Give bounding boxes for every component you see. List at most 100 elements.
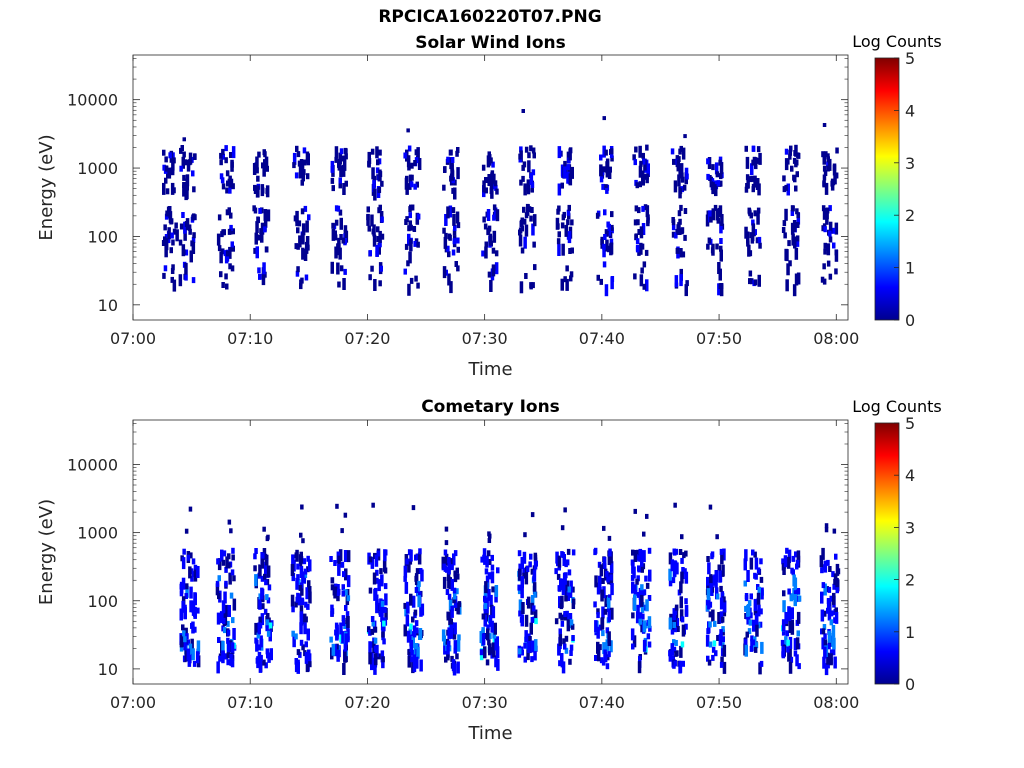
data-cell bbox=[832, 528, 837, 534]
data-cell bbox=[594, 620, 598, 633]
data-cell bbox=[532, 582, 537, 595]
data-cell bbox=[780, 639, 785, 646]
data-cell bbox=[684, 284, 688, 297]
data-cell bbox=[217, 245, 222, 252]
data-cell bbox=[684, 598, 688, 605]
data-cell bbox=[262, 526, 266, 532]
data-cell bbox=[170, 276, 174, 283]
data-cell bbox=[489, 184, 494, 190]
data-cell bbox=[343, 639, 348, 652]
data-cell bbox=[564, 588, 568, 601]
data-cell bbox=[407, 233, 411, 246]
data-cell bbox=[749, 612, 753, 619]
data-cell bbox=[757, 183, 761, 196]
data-cell bbox=[827, 600, 831, 613]
data-cell bbox=[410, 649, 414, 656]
data-cell bbox=[444, 526, 449, 532]
data-cell bbox=[298, 235, 302, 248]
data-cell bbox=[483, 595, 487, 602]
data-cell bbox=[757, 604, 761, 611]
data-cell bbox=[195, 651, 200, 664]
data-cell bbox=[750, 278, 754, 285]
data-cell bbox=[165, 188, 170, 195]
data-cell bbox=[343, 512, 348, 518]
data-cell bbox=[636, 604, 640, 617]
data-cell bbox=[344, 605, 348, 611]
data-cell bbox=[190, 575, 194, 582]
data-cell bbox=[378, 149, 382, 156]
data-cell bbox=[456, 661, 460, 674]
data-cell bbox=[566, 548, 571, 555]
data-cell bbox=[638, 612, 643, 619]
data-cell bbox=[517, 568, 522, 581]
data-cell bbox=[419, 604, 423, 617]
colorbar-tick-label: 0 bbox=[905, 311, 915, 330]
data-cell bbox=[377, 579, 381, 592]
data-cell bbox=[754, 557, 759, 570]
y-tick-label: 100 bbox=[87, 227, 118, 246]
data-cell bbox=[291, 606, 295, 613]
data-cell bbox=[181, 577, 186, 590]
data-cell bbox=[523, 532, 527, 538]
data-cell bbox=[454, 261, 458, 267]
data-cell bbox=[563, 643, 567, 650]
data-cell bbox=[635, 238, 640, 245]
data-cell bbox=[675, 618, 680, 630]
data-cell bbox=[631, 612, 635, 619]
data-cell bbox=[232, 575, 236, 582]
data-cell bbox=[489, 594, 493, 607]
data-cell bbox=[563, 578, 567, 585]
data-cell bbox=[608, 594, 612, 601]
data-cell bbox=[557, 244, 561, 256]
data-cell bbox=[232, 628, 236, 640]
data-cell bbox=[604, 284, 609, 297]
data-cell bbox=[822, 174, 827, 181]
data-cell bbox=[828, 205, 832, 212]
data-cell bbox=[640, 606, 645, 613]
data-cell bbox=[717, 283, 721, 296]
data-cell bbox=[489, 280, 493, 292]
data-cell bbox=[370, 628, 375, 635]
data-cell bbox=[337, 161, 341, 168]
data-cell bbox=[181, 212, 185, 218]
data-cell bbox=[641, 589, 645, 596]
data-cell bbox=[521, 164, 525, 171]
data-cell bbox=[303, 568, 308, 575]
data-cell bbox=[671, 577, 676, 584]
data-cell bbox=[751, 186, 755, 193]
data-cell bbox=[453, 576, 458, 583]
data-cell bbox=[684, 623, 688, 630]
data-cell bbox=[639, 274, 644, 287]
data-cell bbox=[294, 243, 298, 250]
data-cell bbox=[679, 274, 683, 287]
data-cell bbox=[781, 619, 786, 632]
data-cell bbox=[713, 620, 717, 627]
panel-title: Solar Wind Ions bbox=[415, 33, 566, 53]
data-cell bbox=[182, 249, 186, 256]
data-cell bbox=[670, 643, 674, 656]
data-cell bbox=[191, 170, 195, 177]
data-cell bbox=[710, 553, 714, 560]
data-cell bbox=[485, 607, 489, 614]
data-cell bbox=[217, 214, 222, 221]
data-cell bbox=[490, 554, 494, 561]
data-cell bbox=[380, 610, 384, 622]
data-cell bbox=[796, 630, 800, 637]
data-cell bbox=[793, 577, 798, 590]
data-cell bbox=[257, 622, 261, 635]
data-cell bbox=[823, 639, 828, 646]
data-cell bbox=[417, 552, 422, 565]
data-cell bbox=[638, 548, 642, 561]
data-cell bbox=[228, 246, 232, 259]
data-cell bbox=[598, 644, 602, 651]
data-cell bbox=[645, 599, 649, 612]
data-cell bbox=[527, 152, 531, 159]
data-cell bbox=[344, 153, 348, 160]
data-cell bbox=[219, 611, 224, 624]
data-cell bbox=[527, 206, 532, 213]
data-cell bbox=[680, 557, 684, 564]
data-cell bbox=[331, 643, 336, 656]
data-cell bbox=[671, 231, 676, 238]
data-cell bbox=[640, 555, 644, 568]
data-cell bbox=[567, 204, 571, 211]
